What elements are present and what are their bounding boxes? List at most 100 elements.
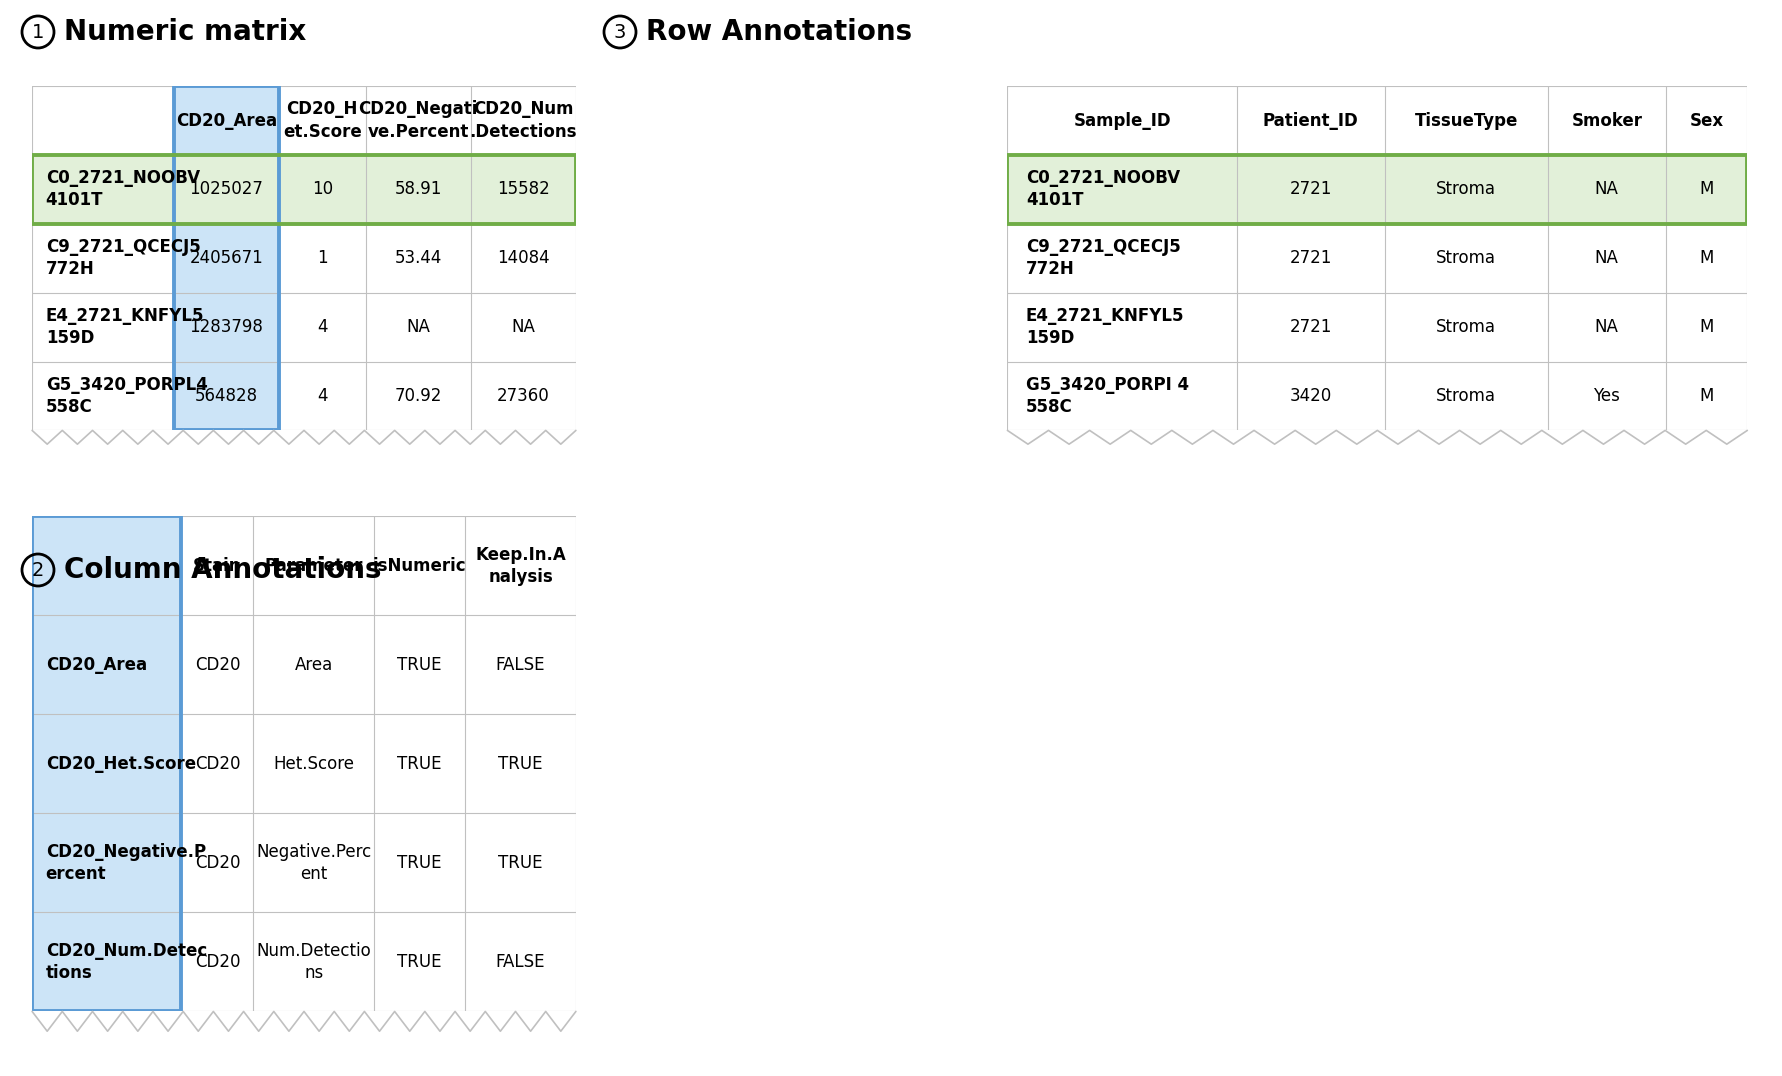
- Bar: [470, 224, 576, 293]
- Bar: [1547, 224, 1664, 293]
- Bar: [173, 224, 278, 293]
- Text: TRUE: TRUE: [497, 854, 542, 872]
- Text: 27360: 27360: [497, 387, 549, 405]
- Text: NA: NA: [1593, 181, 1618, 198]
- Text: FALSE: FALSE: [495, 953, 545, 971]
- Bar: [173, 86, 278, 430]
- Text: Negative.Perc
ent: Negative.Perc ent: [257, 843, 371, 883]
- Text: CD20_Het.Score: CD20_Het.Score: [46, 755, 196, 773]
- Text: Patient_ID: Patient_ID: [1262, 112, 1358, 129]
- Text: TRUE: TRUE: [497, 755, 542, 773]
- Text: 2721: 2721: [1288, 318, 1331, 336]
- Text: NA: NA: [406, 318, 429, 336]
- Bar: [278, 224, 365, 293]
- Text: C9_2721_QCECJ5
772H: C9_2721_QCECJ5 772H: [46, 238, 200, 279]
- Text: CD20: CD20: [194, 953, 241, 971]
- Text: G5_3420_PORPL4
558C: G5_3420_PORPL4 558C: [46, 376, 207, 416]
- Text: CD20: CD20: [194, 854, 241, 872]
- Text: G5_3420_PORPI 4
558C: G5_3420_PORPI 4 558C: [1025, 376, 1189, 416]
- Text: FALSE: FALSE: [495, 656, 545, 674]
- Bar: [470, 293, 576, 362]
- Bar: [465, 912, 576, 1011]
- Text: Het.Score: Het.Score: [273, 755, 355, 773]
- Text: TRUE: TRUE: [397, 953, 442, 971]
- Bar: [1007, 293, 1237, 362]
- Text: CD20_Area: CD20_Area: [176, 112, 276, 129]
- Bar: [278, 155, 365, 224]
- Text: 2: 2: [32, 561, 45, 580]
- Bar: [1237, 155, 1385, 224]
- Text: Stroma: Stroma: [1435, 181, 1495, 198]
- Text: Keep.In.A
nalysis: Keep.In.A nalysis: [476, 546, 565, 586]
- Bar: [32, 224, 173, 293]
- Text: M: M: [1698, 387, 1713, 405]
- Bar: [470, 86, 576, 155]
- Bar: [173, 86, 278, 155]
- Text: 53.44: 53.44: [394, 250, 442, 267]
- Text: E4_2721_KNFYL5
159D: E4_2721_KNFYL5 159D: [46, 307, 205, 348]
- Bar: [1237, 224, 1385, 293]
- Text: M: M: [1698, 250, 1713, 267]
- Bar: [182, 912, 253, 1011]
- Bar: [1007, 86, 1237, 155]
- Text: CD20: CD20: [194, 755, 241, 773]
- Text: TissueType: TissueType: [1413, 112, 1516, 129]
- Bar: [182, 813, 253, 912]
- Bar: [32, 615, 182, 714]
- Bar: [253, 912, 374, 1011]
- Bar: [1664, 224, 1746, 293]
- Bar: [173, 293, 278, 362]
- Text: 10: 10: [312, 181, 333, 198]
- Bar: [32, 813, 182, 912]
- Bar: [182, 714, 253, 813]
- Text: 3: 3: [613, 23, 625, 42]
- Text: NA: NA: [1593, 250, 1618, 267]
- Text: 15582: 15582: [497, 181, 549, 198]
- Text: CD20: CD20: [194, 656, 241, 674]
- Bar: [182, 615, 253, 714]
- Text: Numeric matrix: Numeric matrix: [64, 18, 307, 46]
- Text: C0_2721_NOOBV
4101T: C0_2721_NOOBV 4101T: [1025, 169, 1180, 210]
- Bar: [1237, 293, 1385, 362]
- Bar: [32, 912, 182, 1011]
- Text: CD20_Area: CD20_Area: [46, 656, 146, 674]
- Bar: [32, 293, 173, 362]
- Bar: [374, 615, 465, 714]
- Bar: [1547, 86, 1664, 155]
- Text: Area: Area: [294, 656, 333, 674]
- Bar: [1007, 224, 1237, 293]
- Bar: [374, 714, 465, 813]
- Bar: [1664, 86, 1746, 155]
- Text: 70.92: 70.92: [394, 387, 442, 405]
- Bar: [1007, 362, 1237, 430]
- Text: 1025027: 1025027: [189, 181, 264, 198]
- Text: CD20_Negative.P
ercent: CD20_Negative.P ercent: [46, 843, 205, 883]
- Text: NA: NA: [1593, 318, 1618, 336]
- Bar: [1385, 86, 1547, 155]
- Text: TRUE: TRUE: [397, 755, 442, 773]
- Text: M: M: [1698, 181, 1713, 198]
- Bar: [365, 155, 470, 224]
- Text: 2721: 2721: [1288, 181, 1331, 198]
- Text: Sample_ID: Sample_ID: [1073, 112, 1171, 129]
- Text: CD20_Negati
ve.Percent: CD20_Negati ve.Percent: [358, 100, 478, 141]
- Text: Stroma: Stroma: [1435, 387, 1495, 405]
- Text: TRUE: TRUE: [397, 656, 442, 674]
- Text: C9_2721_QCECJ5
772H: C9_2721_QCECJ5 772H: [1025, 238, 1180, 279]
- Bar: [1664, 155, 1746, 224]
- Bar: [32, 714, 182, 813]
- Text: 1: 1: [32, 23, 45, 42]
- Bar: [173, 155, 278, 224]
- Bar: [1664, 362, 1746, 430]
- Bar: [253, 714, 374, 813]
- Bar: [32, 516, 182, 615]
- Bar: [32, 155, 173, 224]
- Bar: [1547, 293, 1664, 362]
- Bar: [365, 86, 470, 155]
- Bar: [465, 615, 576, 714]
- Text: 14084: 14084: [497, 250, 549, 267]
- Bar: [1547, 155, 1664, 224]
- Bar: [1385, 224, 1547, 293]
- Bar: [365, 293, 470, 362]
- Bar: [32, 362, 173, 430]
